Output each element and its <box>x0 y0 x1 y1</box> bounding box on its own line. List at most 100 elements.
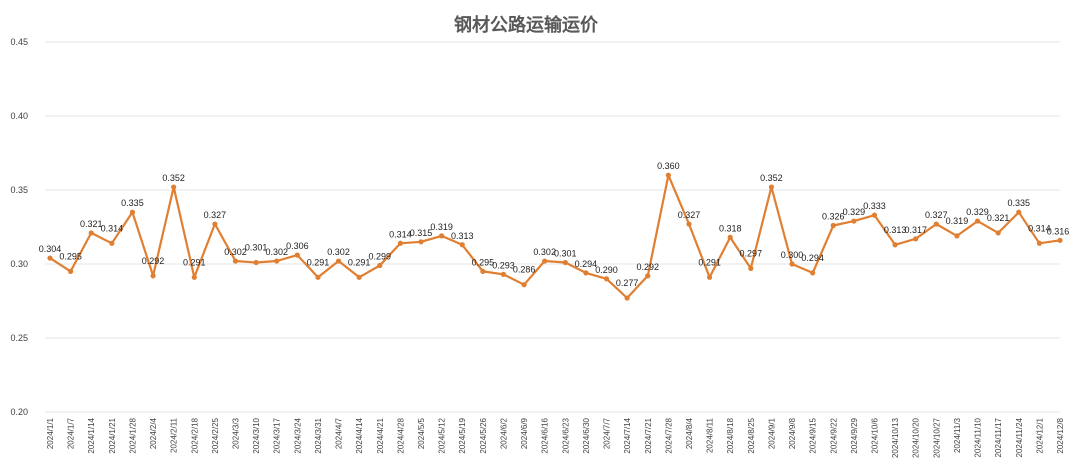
y-tick-label: 0.35 <box>10 185 28 195</box>
data-label: 0.301 <box>554 249 577 259</box>
y-axis-ticks: 0.20 0.25 0.30 0.35 0.40 0.45 <box>10 37 28 417</box>
x-tick-label: 2024/2/4 <box>149 417 158 449</box>
data-label: 0.321 <box>80 219 103 229</box>
data-point <box>768 184 775 190</box>
x-tick-label: 2024/6/16 <box>541 417 550 453</box>
data-label: 0.294 <box>575 259 598 269</box>
x-tick-label: 2024/10/20 <box>912 417 921 458</box>
data-label: 0.299 <box>369 251 392 261</box>
data-point <box>500 271 507 277</box>
data-label: 0.321 <box>987 213 1010 223</box>
data-point <box>1057 237 1063 243</box>
x-tick-label: 2024/11/24 <box>1015 417 1024 457</box>
x-tick-label: 2024/5/19 <box>458 417 467 453</box>
data-label: 0.352 <box>760 173 783 183</box>
chart-title: 钢材公路运输运价 <box>454 14 599 36</box>
x-tick-label: 2024/6/9 <box>520 417 529 449</box>
data-point <box>933 221 939 227</box>
data-point <box>686 221 692 227</box>
y-tick-label: 0.20 <box>10 407 28 417</box>
x-tick-label: 2024/8/18 <box>726 417 735 453</box>
x-tick-label: 2024/9/15 <box>809 417 818 453</box>
data-label: 0.294 <box>801 253 824 263</box>
x-tick-label: 2024/10/27 <box>932 417 941 458</box>
data-point <box>1016 209 1022 215</box>
x-tick-label: 2024/12/1 <box>1035 417 1044 453</box>
data-label: 0.314 <box>1028 223 1051 233</box>
data-label: 0.293 <box>492 260 515 270</box>
x-tick-label: 2024/1/14 <box>87 417 96 453</box>
data-label: 0.327 <box>204 210 227 220</box>
x-tick-label: 2024/4/28 <box>396 417 405 453</box>
x-tick-label: 2024/11/3 <box>953 417 962 453</box>
x-tick-label: 2024/2/11 <box>170 417 179 453</box>
data-point <box>191 274 197 280</box>
data-label: 0.314 <box>101 223 124 233</box>
data-label: 0.302 <box>224 247 247 257</box>
x-tick-label: 2024/4/21 <box>376 417 385 453</box>
data-point <box>913 236 919 242</box>
x-tick-label: 2024/6/2 <box>499 417 508 449</box>
data-point <box>129 209 136 215</box>
data-point <box>603 276 610 282</box>
data-label: 0.317 <box>904 225 927 235</box>
data-point <box>562 259 568 266</box>
data-point <box>521 282 527 288</box>
data-label: 0.304 <box>39 244 62 254</box>
data-label: 0.329 <box>843 207 866 217</box>
data-point <box>377 262 383 269</box>
data-point <box>542 258 548 264</box>
data-point <box>212 221 218 227</box>
data-label: 0.302 <box>327 247 350 257</box>
data-point <box>706 274 713 280</box>
data-label: 0.295 <box>472 257 495 267</box>
x-tick-label: 2024/7/7 <box>603 417 612 449</box>
x-tick-label: 2024/6/30 <box>582 417 591 453</box>
series-line <box>49 174 1061 300</box>
x-tick-label: 2024/8/25 <box>747 417 756 453</box>
x-tick-label: 2024/4/14 <box>355 417 364 453</box>
x-tick-label: 2024/7/21 <box>644 417 653 453</box>
data-label: 0.352 <box>162 173 185 183</box>
data-point <box>851 218 857 224</box>
data-point <box>748 265 754 272</box>
data-label: 0.302 <box>533 247 556 257</box>
x-tick-label: 2024/9/1 <box>767 417 776 449</box>
x-tick-label: 2024/3/31 <box>314 417 323 453</box>
data-point <box>294 252 300 258</box>
data-point <box>583 270 589 276</box>
data-point <box>150 273 156 279</box>
data-label: 0.360 <box>657 161 680 171</box>
data-point <box>954 233 960 239</box>
data-point <box>88 230 94 236</box>
data-point <box>315 274 321 280</box>
data-point <box>418 239 424 245</box>
data-label: 0.290 <box>595 265 618 275</box>
y-tick-label: 0.30 <box>10 259 28 269</box>
data-point <box>995 230 1001 236</box>
data-label: 0.292 <box>142 256 165 266</box>
data-point <box>624 295 630 301</box>
x-tick-label: 2024/10/13 <box>891 417 900 458</box>
data-point <box>68 268 74 274</box>
x-tick-label: 2024/5/5 <box>417 417 426 449</box>
data-point <box>892 242 898 248</box>
x-tick-label: 2024/3/3 <box>232 417 241 449</box>
x-tick-label: 2024/1/7 <box>67 417 76 449</box>
x-tick-label: 2024/9/29 <box>850 417 859 453</box>
data-point <box>397 240 404 246</box>
y-tick-label: 0.25 <box>10 333 28 343</box>
x-tick-label: 2024/7/28 <box>664 417 673 453</box>
data-point <box>810 270 816 276</box>
data-point <box>232 258 239 264</box>
data-point <box>1036 240 1042 246</box>
data-label: 0.314 <box>389 229 412 239</box>
data-point <box>459 242 465 248</box>
x-tick-label: 2024/6/23 <box>561 417 570 453</box>
data-label: 0.297 <box>740 248 763 258</box>
data-point <box>645 273 651 279</box>
x-tick-label: 2024/9/8 <box>788 417 797 449</box>
data-label: 0.335 <box>121 198 144 208</box>
data-label: 0.335 <box>1008 198 1031 208</box>
